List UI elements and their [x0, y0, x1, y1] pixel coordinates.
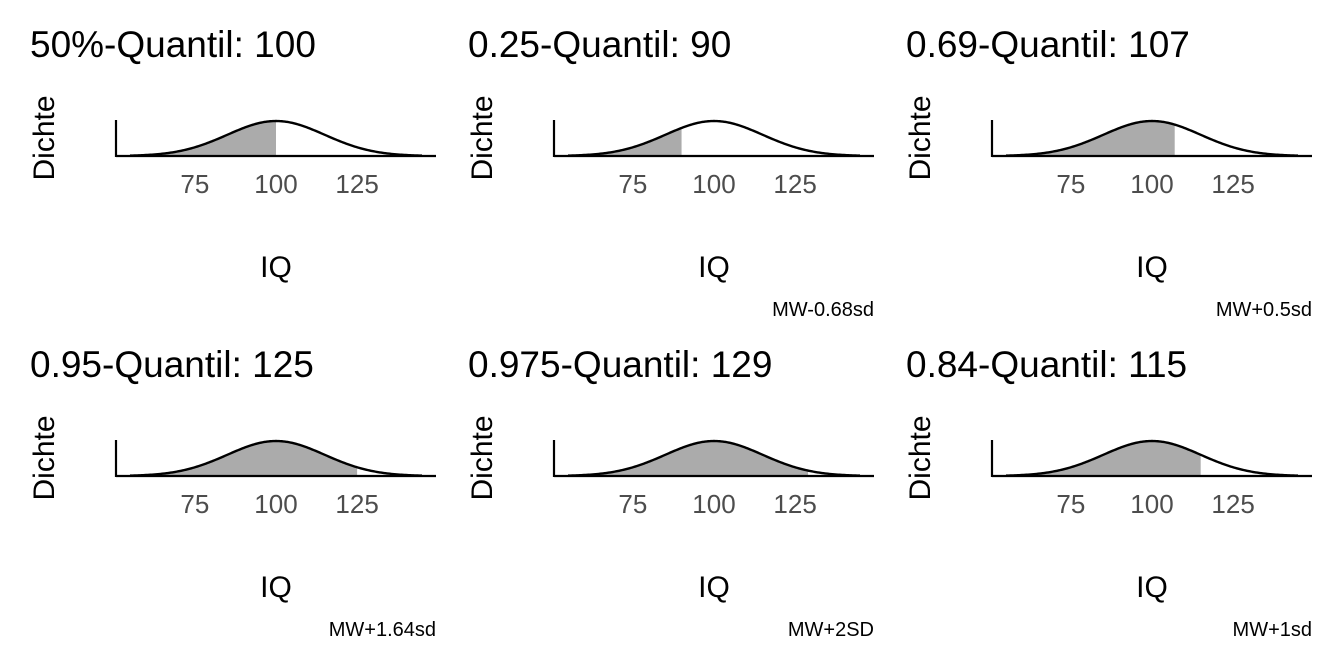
x-tick-label: 100 [1130, 169, 1173, 199]
x-tick-label: 75 [180, 169, 209, 199]
chart-panel-2: 0.25-Quantil: 90 75 100 125 IQ Dichte MW-0.68s… [466, 24, 874, 321]
x-axis-title: IQ [698, 251, 730, 284]
density-curve [129, 119, 423, 157]
panel-title: 0.25-Quantil: 90 [468, 24, 731, 65]
density-curve [567, 439, 861, 477]
shaded-area [1006, 441, 1201, 476]
x-tick-label: 75 [618, 489, 647, 519]
x-tick-label: 125 [335, 169, 378, 199]
density-curve [1005, 119, 1299, 157]
shaded-area [1006, 121, 1175, 156]
chart-panel-3: 0.69-Quantil: 107 75 100 125 IQ Dichte MW+0.5s… [904, 24, 1312, 321]
x-axis-title: IQ [260, 571, 292, 604]
x-tick-label: 100 [692, 489, 735, 519]
panel-title: 0.975-Quantil: 129 [468, 344, 772, 385]
y-axis-title: Dichte [466, 95, 499, 180]
panel-title: 50%-Quantil: 100 [30, 24, 316, 65]
x-tick-label: 75 [1056, 169, 1085, 199]
x-tick-label: 125 [1211, 169, 1254, 199]
x-tick-label: 125 [773, 169, 816, 199]
x-tick-label: 125 [335, 489, 378, 519]
x-axis-title: IQ [1136, 251, 1168, 284]
chart-panel-6: 0.84-Quantil: 115 75 100 125 IQ Dichte MW+1sd [904, 344, 1312, 641]
panel-title: 0.84-Quantil: 115 [906, 344, 1187, 385]
panel-caption: MW+2SD [788, 619, 874, 641]
panel-title: 0.95-Quantil: 125 [30, 344, 314, 385]
panel-caption: MW-0.68sd [772, 299, 874, 321]
panel-caption: MW+1sd [1233, 619, 1312, 641]
x-tick-label: 100 [1130, 489, 1173, 519]
x-tick-label: 125 [1211, 489, 1254, 519]
x-tick-label: 75 [618, 169, 647, 199]
y-axis-title: Dichte [28, 95, 61, 180]
density-curve [567, 119, 861, 157]
x-axis-title: IQ [1136, 571, 1168, 604]
chart-panel-4: 0.95-Quantil: 125 75 100 125 IQ Dichte MW+1.64… [28, 344, 436, 641]
shaded-area [130, 441, 358, 476]
y-axis-title: Dichte [904, 415, 937, 500]
chart-panel-5: 0.975-Quantil: 129 75 100 125 IQ Dichte MW+2SD [466, 344, 874, 641]
panel-caption: MW+0.5sd [1216, 299, 1312, 321]
x-tick-label: 100 [254, 489, 297, 519]
x-tick-label: 75 [1056, 489, 1085, 519]
x-tick-label: 125 [773, 489, 816, 519]
shaded-area [568, 127, 682, 156]
x-tick-label: 100 [692, 169, 735, 199]
panel-caption: MW+1.64sd [329, 619, 436, 641]
chart-panel-1: 50%-Quantil: 100 75 100 125 IQ Dichte [28, 24, 436, 284]
density-curve [1005, 439, 1299, 477]
density-curve [129, 439, 423, 477]
x-axis-title: IQ [260, 251, 292, 284]
x-tick-label: 100 [254, 169, 297, 199]
y-axis-title: Dichte [904, 95, 937, 180]
panel-title: 0.69-Quantil: 107 [906, 24, 1190, 65]
x-tick-label: 75 [180, 489, 209, 519]
shaded-area [130, 121, 276, 156]
y-axis-title: Dichte [466, 415, 499, 500]
y-axis-title: Dichte [28, 415, 61, 500]
x-axis-title: IQ [698, 571, 730, 604]
